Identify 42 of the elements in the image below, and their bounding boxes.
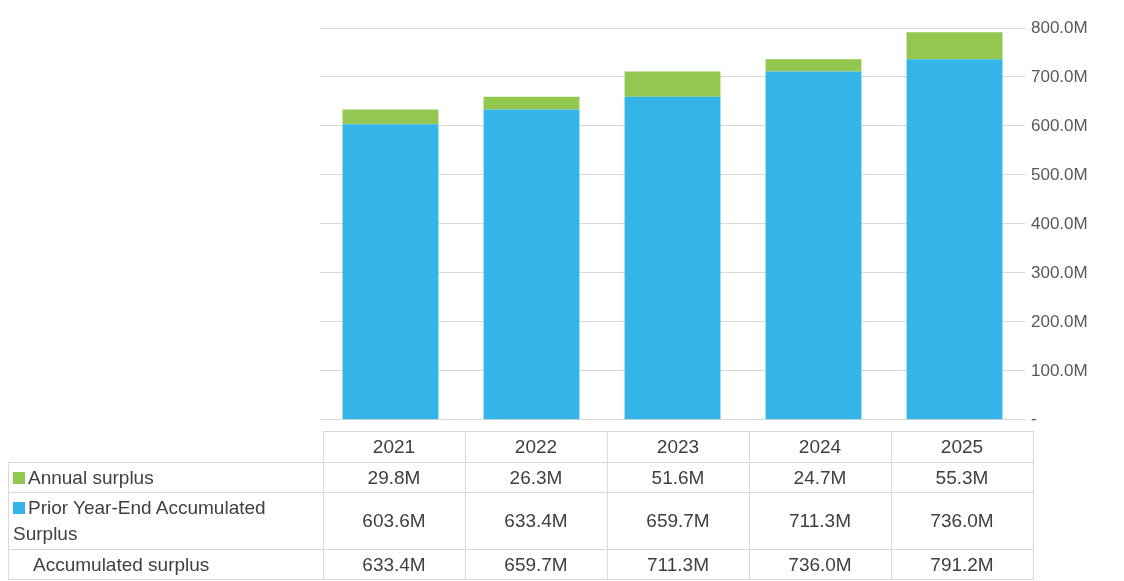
- text: 633.4M: [323, 549, 465, 580]
- bar: [483, 96, 580, 110]
- text: 659.7M: [465, 549, 607, 580]
- text: Accumulated surplus: [8, 549, 323, 580]
- bar: [765, 59, 862, 72]
- bar: [906, 32, 1003, 60]
- legend-label: Annual surplus: [27, 465, 155, 490]
- data-label: 55.3M: [891, 462, 1033, 493]
- x-tick-label: 2021: [323, 431, 465, 463]
- legend-label: Prior Year-End Accumulated Surplus: [13, 496, 267, 546]
- bar: [342, 109, 439, 125]
- bar: [342, 124, 439, 420]
- y-tick-label: 600.0M: [1031, 115, 1088, 135]
- x-tick-label: 2025: [891, 431, 1033, 463]
- y-tick-label: 800.0M: [1031, 17, 1088, 37]
- x-tick-label: 2022: [465, 431, 607, 463]
- text: 736.0M: [749, 549, 891, 580]
- data-label: 736.0M: [891, 492, 1033, 550]
- data-label: 711.3M: [749, 492, 891, 550]
- data-label: 633.4M: [465, 492, 607, 550]
- y-tick-label: 200.0M: [1031, 311, 1088, 331]
- text: 791.2M: [891, 549, 1033, 580]
- y-tick-label: -: [1031, 409, 1037, 429]
- bar: [906, 59, 1003, 420]
- bar: [624, 71, 721, 97]
- y-tick-label: 400.0M: [1031, 213, 1088, 233]
- bar: [483, 109, 580, 420]
- bar: [765, 71, 862, 420]
- bar: [624, 96, 721, 420]
- y-tick-label: 500.0M: [1031, 164, 1088, 184]
- data-label: 26.3M: [465, 462, 607, 493]
- data-label: 29.8M: [323, 462, 465, 493]
- text: 711.3M: [607, 549, 749, 580]
- x-tick-label: 2023: [607, 431, 749, 463]
- data-label: 24.7M: [749, 462, 891, 493]
- x-tick-label: 2024: [749, 431, 891, 463]
- data-label: 51.6M: [607, 462, 749, 493]
- y-tick-label: 700.0M: [1031, 66, 1088, 86]
- data-label: 659.7M: [607, 492, 749, 550]
- y-tick-label: 300.0M: [1031, 262, 1088, 282]
- y-tick-label: 100.0M: [1031, 360, 1088, 380]
- data-label: 603.6M: [323, 492, 465, 550]
